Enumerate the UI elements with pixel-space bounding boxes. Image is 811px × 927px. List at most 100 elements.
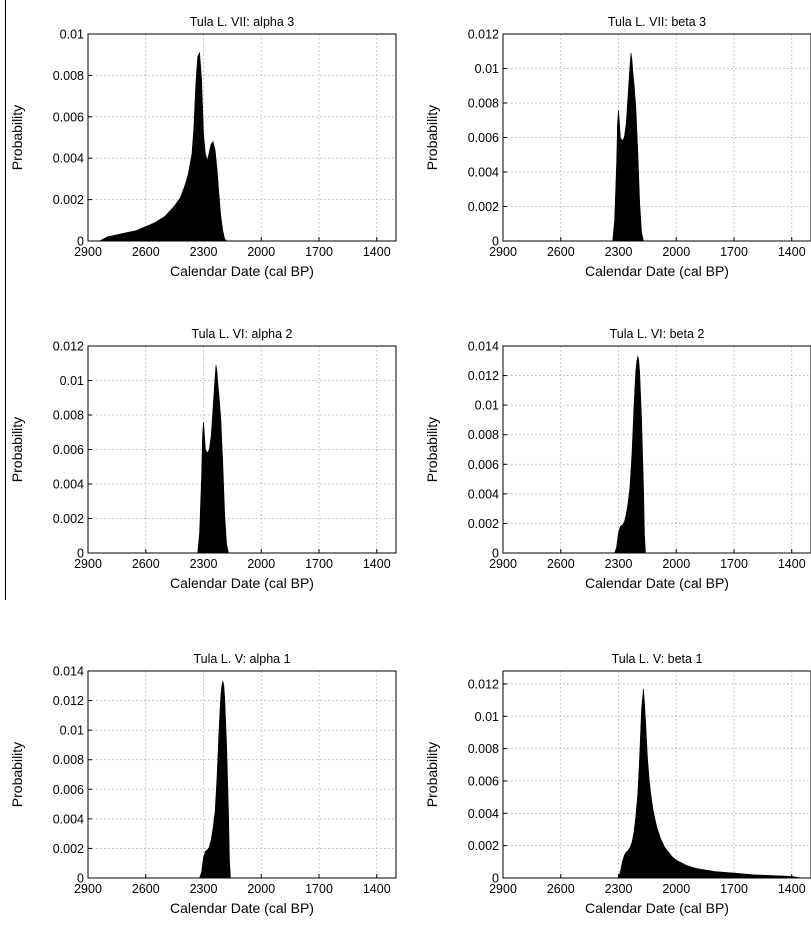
- x-tick-label: 1400: [363, 245, 391, 259]
- chart-panel-1: 2900 2600 2300 2000 1700 1400 0 0.002 0.004 0.006…: [9, 15, 397, 279]
- chart-title: Tula L. VII: alpha 3: [190, 15, 295, 29]
- y-tick-label: 0.008: [53, 69, 84, 83]
- chart-title: Tula L. VII: beta 3: [608, 15, 706, 29]
- plot-frame: [502, 670, 811, 879]
- x-axis-label: Calendar Date (cal BP): [170, 575, 314, 591]
- x-axis-label: Calendar Date (cal BP): [585, 263, 729, 279]
- x-tick-label: 2000: [247, 882, 275, 896]
- y-axis-label: Probability: [424, 417, 440, 482]
- chart-title: Tula L. V: alpha 1: [193, 652, 290, 666]
- y-tick-label: 0.01: [60, 374, 84, 388]
- x-tick-label: 2600: [132, 245, 160, 259]
- y-tick-label: 0.008: [468, 742, 499, 756]
- plot-frame: [87, 33, 397, 242]
- x-tick-label: 2000: [247, 557, 275, 571]
- x-tick-label: 2600: [547, 557, 575, 571]
- x-tick-label: 1700: [720, 882, 748, 896]
- probability-distribution-area: [612, 52, 644, 242]
- y-tick-label: 0.004: [468, 166, 499, 180]
- y-tick-label: 0.004: [53, 478, 84, 492]
- y-tick-label: 0.006: [53, 783, 84, 797]
- x-tick-label: 2000: [662, 882, 690, 896]
- y-axis-label: Probability: [424, 105, 440, 170]
- y-tick-label: 0.014: [468, 340, 499, 354]
- x-tick-label: 2900: [489, 245, 517, 259]
- y-tick-label: 0: [77, 547, 84, 561]
- plot-frame: [502, 33, 811, 242]
- x-axis-label: Calendar Date (cal BP): [170, 263, 314, 279]
- y-axis-label: Probability: [9, 417, 25, 482]
- y-tick-label: 0.008: [53, 409, 84, 423]
- x-tick-label: 2600: [132, 557, 160, 571]
- chart-panel-6: 2900 2600 2300 2000 1700 1400 0 0.002 0.004 0.006…: [424, 652, 811, 916]
- chart-panel-4: 2900 2600 2300 2000 1700 1400 0 0.002 0.004 0.006…: [424, 327, 811, 591]
- x-tick-label: 1700: [720, 245, 748, 259]
- y-tick-label: 0.012: [53, 694, 84, 708]
- probability-distribution-area: [199, 680, 231, 879]
- x-tick-label: 2300: [605, 882, 633, 896]
- plot-frame: [87, 345, 397, 554]
- y-axis-label: Probability: [9, 742, 25, 807]
- y-tick-label: 0.012: [53, 340, 84, 354]
- probability-distribution-area: [614, 355, 646, 554]
- x-tick-label: 2000: [247, 245, 275, 259]
- y-tick-label: 0.01: [475, 710, 499, 724]
- x-tick-label: 2300: [190, 557, 218, 571]
- chart-panel-2: 2900 2600 2300 2000 1700 1400 0 0.002 0.004 0.006…: [424, 15, 811, 279]
- y-tick-label: 0.002: [468, 839, 499, 853]
- y-tick-label: 0.006: [468, 131, 499, 145]
- x-tick-label: 1700: [305, 557, 333, 571]
- x-tick-label: 2600: [132, 882, 160, 896]
- x-tick-label: 2900: [489, 557, 517, 571]
- chart-title: Tula L. V: beta 1: [612, 652, 703, 666]
- chart-title: Tula L. VI: beta 2: [610, 327, 705, 341]
- x-tick-label: 2300: [605, 557, 633, 571]
- y-axis-label: Probability: [424, 742, 440, 807]
- y-tick-label: 0.004: [53, 812, 84, 826]
- chart-title: Tula L. VI: alpha 2: [192, 327, 293, 341]
- x-tick-label: 2900: [489, 882, 517, 896]
- probability-distribution-area: [99, 52, 228, 242]
- probability-distribution-area: [197, 364, 229, 554]
- x-tick-label: 2300: [605, 245, 633, 259]
- x-tick-label: 1400: [778, 245, 806, 259]
- y-tick-label: 0.002: [468, 517, 499, 531]
- y-axis-label: Probability: [9, 105, 25, 170]
- x-tick-label: 1700: [720, 557, 748, 571]
- y-tick-label: 0.012: [468, 677, 499, 691]
- x-tick-label: 2000: [662, 557, 690, 571]
- x-tick-label: 1400: [778, 882, 806, 896]
- chart-panel-5: 2900 2600 2300 2000 1700 1400 0 0.002 0.004 0.006…: [9, 652, 397, 916]
- y-tick-label: 0.004: [468, 487, 499, 501]
- x-tick-label: 1400: [363, 882, 391, 896]
- y-tick-label: 0.006: [468, 774, 499, 788]
- y-tick-label: 0.01: [60, 724, 84, 738]
- y-tick-label: 0.006: [53, 443, 84, 457]
- x-axis-label: Calendar Date (cal BP): [585, 900, 729, 916]
- y-tick-label: 0: [492, 547, 499, 561]
- y-tick-label: 0.014: [53, 665, 84, 679]
- x-tick-label: 2600: [547, 245, 575, 259]
- y-tick-label: 0: [77, 235, 84, 249]
- y-tick-label: 0.01: [475, 62, 499, 76]
- y-tick-label: 0.002: [53, 512, 84, 526]
- y-tick-label: 0.008: [53, 753, 84, 767]
- y-tick-label: 0.002: [53, 842, 84, 856]
- x-tick-label: 2900: [74, 882, 102, 896]
- y-tick-label: 0.008: [468, 97, 499, 111]
- x-tick-label: 2600: [547, 882, 575, 896]
- x-axis-label: Calendar Date (cal BP): [585, 575, 729, 591]
- x-tick-label: 2300: [190, 882, 218, 896]
- y-tick-label: 0.01: [60, 28, 84, 42]
- x-tick-label: 2900: [74, 557, 102, 571]
- y-tick-label: 0.004: [53, 152, 84, 166]
- x-tick-label: 2300: [190, 245, 218, 259]
- x-tick-label: 2900: [74, 245, 102, 259]
- y-tick-label: 0: [77, 872, 84, 886]
- y-tick-label: 0.012: [468, 28, 499, 42]
- x-tick-label: 1400: [363, 557, 391, 571]
- y-tick-label: 0.004: [468, 807, 499, 821]
- y-tick-label: 0: [492, 235, 499, 249]
- y-tick-label: 0.006: [53, 110, 84, 124]
